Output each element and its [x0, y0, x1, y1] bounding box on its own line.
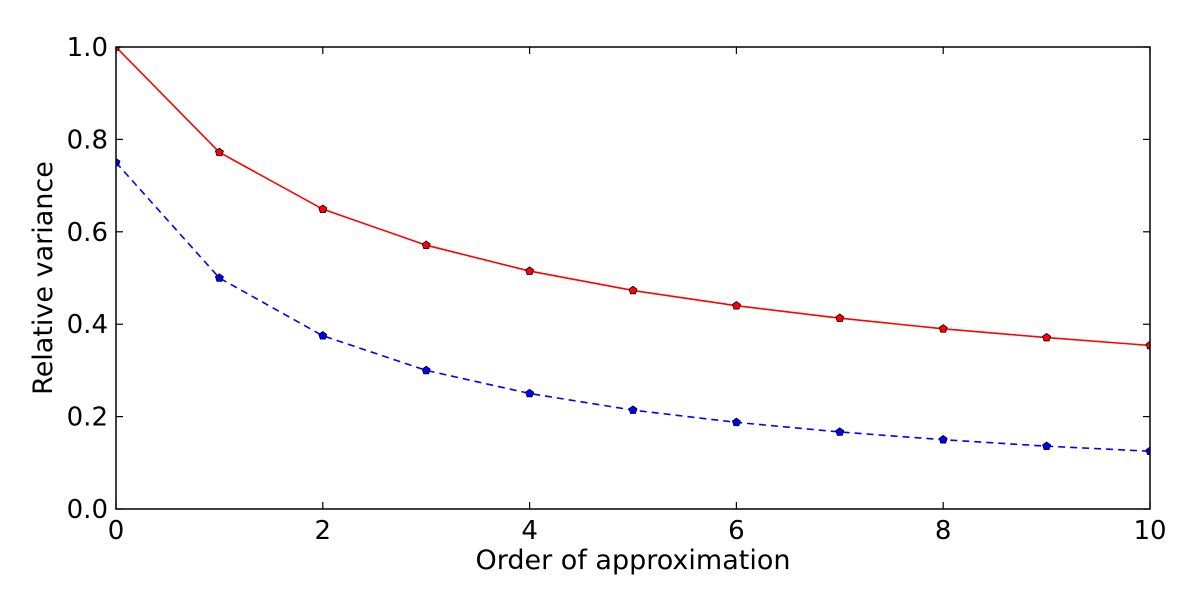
plot-frame [115, 46, 1151, 510]
series-1-point-10 [1145, 340, 1150, 350]
x-tick-label-2: 2 [315, 516, 332, 546]
series-1-point-7 [835, 313, 845, 322]
x-axis-label: Order of approximation [476, 545, 791, 576]
series-2-point-6 [731, 417, 741, 427]
x-tick-label-6: 6 [728, 516, 745, 546]
y-tick-label-0.6: 0.6 [67, 218, 108, 248]
series-2-point-10 [1145, 446, 1150, 456]
x-tick-label-4: 4 [521, 516, 538, 546]
y-tick-label-0: 0.0 [67, 495, 108, 525]
y-tick-label-0.8: 0.8 [67, 125, 108, 155]
x-tick-label-10: 10 [1133, 516, 1166, 546]
series-1-point-4 [525, 266, 535, 275]
series-2-point-5 [628, 405, 638, 414]
series-2-point-4 [525, 388, 535, 398]
series-1-line [116, 47, 1150, 347]
series-2-point-3 [421, 365, 431, 375]
series-1-point-8 [938, 324, 948, 333]
x-tick-label-8: 8 [935, 516, 952, 546]
y-axis-label: Relative variance [28, 161, 59, 395]
series-2-point-8 [938, 435, 948, 444]
series-1-point-6 [731, 301, 741, 310]
series-1-point-5 [628, 285, 638, 295]
series-1-point-0 [116, 47, 120, 51]
series-2-point-0 [116, 157, 121, 167]
series-2-point-2 [318, 331, 328, 340]
y-tick-label-1: 1.0 [67, 33, 108, 63]
series-1-point-9 [1042, 332, 1052, 342]
series-2-point-7 [835, 427, 845, 436]
y-tick-label-0.2: 0.2 [67, 403, 108, 433]
plot-area [116, 47, 1150, 456]
series-1-point-2 [318, 204, 328, 213]
series-2-point-1 [214, 273, 224, 282]
series-2-point-9 [1042, 441, 1052, 450]
axes: 0 2 4 6 8 10 0.0 0.2 0.4 0.6 0.8 1.0 [67, 33, 1167, 546]
series-1-point-3 [421, 240, 431, 250]
y-tick-label-0.4: 0.4 [67, 310, 108, 340]
series-1-point-1 [214, 147, 224, 157]
x-tick-label-0: 0 [108, 516, 125, 546]
